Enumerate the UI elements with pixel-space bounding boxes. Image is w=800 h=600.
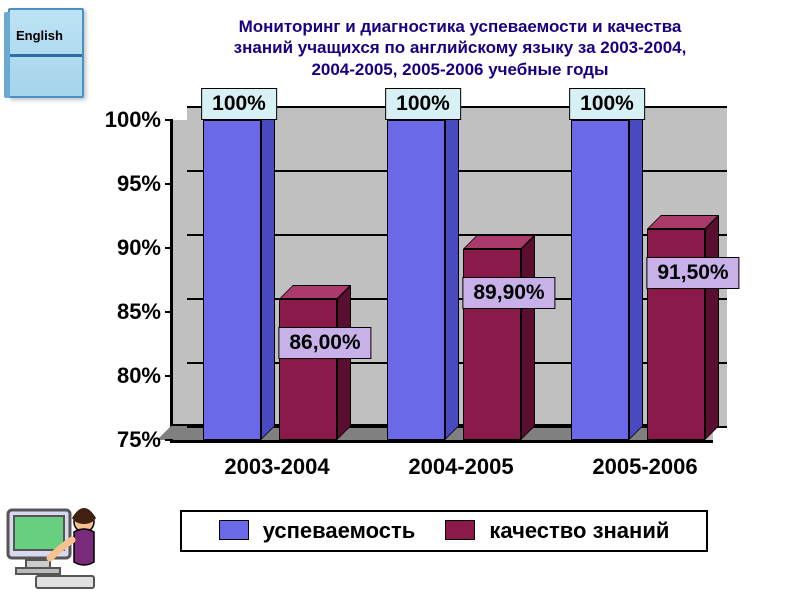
y-tick-label: 100% (105, 107, 161, 133)
x-category-label: 2004-2005 (408, 454, 513, 480)
slide: English Мониторинг и диагностика успевае… (0, 0, 800, 600)
y-tick-label: 85% (117, 299, 161, 325)
legend-swatch (445, 520, 475, 540)
data-label: 86,00% (278, 327, 371, 359)
bar (279, 299, 337, 440)
chart-plot: 75%80%85%90%95%100%100%86,00%2003-200410… (170, 120, 713, 443)
data-label: 91,50% (646, 257, 739, 289)
book-label: English (16, 28, 78, 43)
legend-item: успеваемость (219, 518, 416, 544)
clipart-icon (0, 482, 110, 592)
data-label: 100% (569, 88, 645, 120)
x-category-label: 2005-2006 (592, 454, 697, 480)
data-label: 89,90% (462, 277, 555, 309)
data-label: 100% (201, 88, 277, 120)
legend-item: качество знаний (445, 518, 669, 544)
chart-title: Мониторинг и диагностика успеваемости и … (230, 16, 690, 80)
y-tick-label: 80% (117, 363, 161, 389)
legend-label: успеваемость (263, 518, 416, 543)
legend: успеваемость качество знаний (180, 510, 708, 552)
y-tick-label: 95% (117, 171, 161, 197)
legend-label: качество знаний (489, 518, 669, 543)
x-category-label: 2003-2004 (224, 454, 329, 480)
bar (571, 120, 629, 440)
bar (203, 120, 261, 440)
bar (387, 120, 445, 440)
data-label: 100% (385, 88, 461, 120)
y-tick-label: 75% (117, 427, 161, 453)
y-tick-label: 90% (117, 235, 161, 261)
legend-swatch (219, 520, 249, 540)
book-icon: English (8, 8, 84, 98)
